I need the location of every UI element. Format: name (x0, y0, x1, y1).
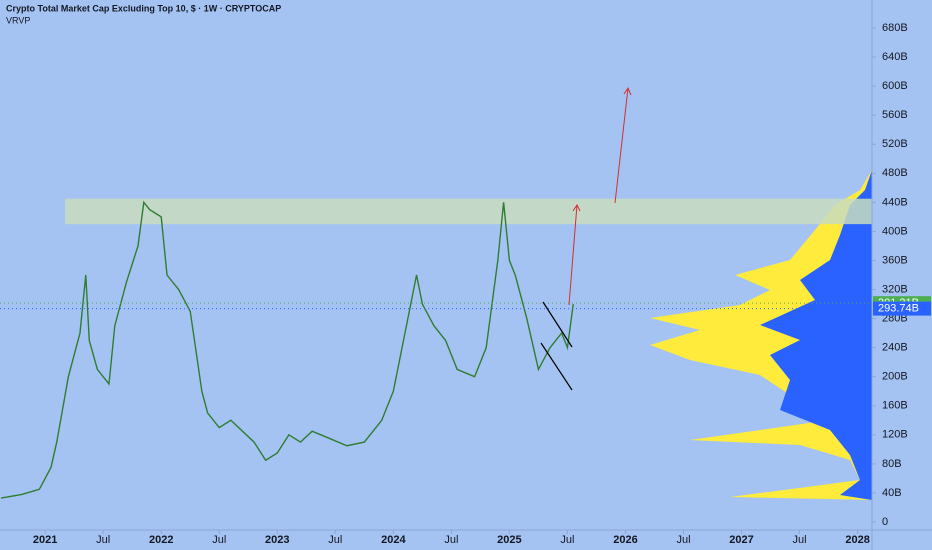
y-tick-label: 560B (882, 109, 908, 121)
indicator-name: VRVP (6, 15, 30, 25)
x-tick-label: Jul (676, 534, 690, 546)
x-tick-label: 2022 (149, 534, 173, 546)
x-tick-label: Jul (96, 534, 110, 546)
y-tick-label: 200B (882, 371, 908, 383)
x-tick-label: Jul (444, 534, 458, 546)
profile-yellow (650, 170, 872, 500)
chart-title: Crypto Total Market Cap Excluding Top 10… (6, 3, 281, 13)
x-tick-label: 2027 (729, 534, 753, 546)
y-tick-label: 320B (882, 283, 908, 295)
x-tick-label: 2026 (613, 534, 637, 546)
y-tick-label: 80B (882, 458, 902, 470)
price-tag (873, 301, 931, 316)
y-tick-label: 680B (882, 22, 908, 34)
x-tick-label: Jul (328, 534, 342, 546)
x-tick-label: Jul (560, 534, 574, 546)
channel (540, 301, 573, 391)
arrow (614, 86, 632, 204)
price-tag-label: 293.74B (878, 303, 919, 315)
y-tick-label: 480B (882, 167, 908, 179)
y-tick-label: 0 (882, 516, 888, 528)
x-tick-label: 2023 (265, 534, 289, 546)
y-tick-label: 440B (882, 196, 908, 208)
y-tick-label: 400B (882, 225, 908, 237)
y-tick-label: 120B (882, 429, 908, 441)
plot (0, 198, 872, 499)
x-tick-label: Jul (212, 534, 226, 546)
y-tick-label: 360B (882, 254, 908, 266)
arrow (568, 204, 581, 306)
y-tick-label: 160B (882, 400, 908, 412)
x-tick-label: 2025 (497, 534, 521, 546)
profile-blue (760, 170, 872, 500)
y-tick-label: 600B (882, 80, 908, 92)
trendline (542, 301, 573, 348)
x-tick-label: 2028 (845, 534, 869, 546)
resistance-zone (65, 198, 872, 225)
trendline (540, 342, 573, 391)
y-tick-label: 40B (882, 487, 902, 499)
x-tick-label: Jul (793, 534, 807, 546)
price-line (0, 200, 574, 499)
x-tick-label: 2024 (381, 534, 406, 546)
projection (568, 86, 632, 306)
x-tick-label: 2021 (33, 534, 57, 546)
y-tick-label: 640B (882, 51, 908, 63)
y-tick-label: 520B (882, 138, 908, 150)
y-tick-label: 240B (882, 342, 908, 354)
volume-profile (650, 170, 872, 500)
